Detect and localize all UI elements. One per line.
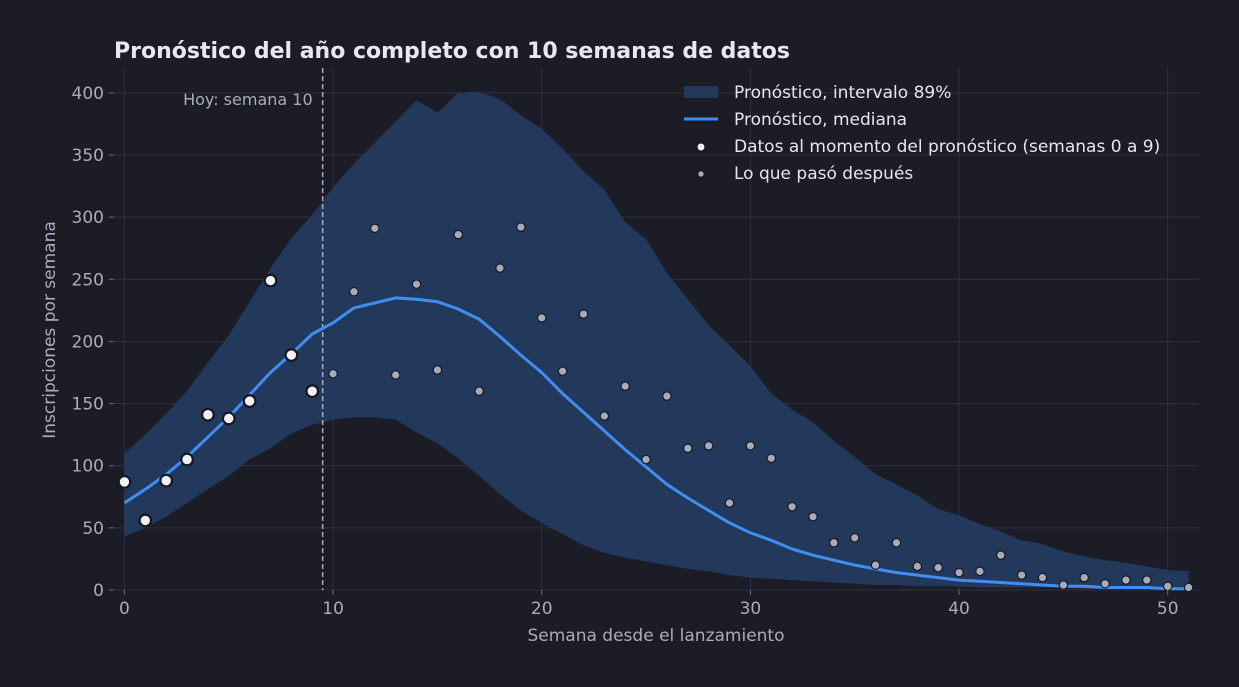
after-point xyxy=(975,566,985,577)
x-tick-label: 20 xyxy=(531,599,553,619)
x-tick-label: 40 xyxy=(948,599,970,619)
observed-point xyxy=(284,348,299,363)
y-tick-label: 200 xyxy=(72,332,104,352)
chart-title: Pronóstico del año completo con 10 seman… xyxy=(114,39,790,64)
after-point xyxy=(1016,570,1027,580)
today-annotation: Hoy: semana 10 xyxy=(183,90,313,109)
legend-swatch-interval xyxy=(684,86,718,98)
observed-point xyxy=(180,452,194,467)
legend-label-median: Pronóstico, mediana xyxy=(734,110,907,130)
observed-point xyxy=(242,394,257,408)
after-point xyxy=(849,532,860,543)
x-tick-label: 30 xyxy=(740,599,762,619)
after-point xyxy=(411,279,422,290)
y-tick-label: 300 xyxy=(72,208,104,228)
after-point xyxy=(453,229,464,240)
after-point xyxy=(703,441,714,451)
after-point xyxy=(787,501,797,512)
after-point xyxy=(370,223,380,234)
x-tick-label: 10 xyxy=(322,599,344,619)
observed-point xyxy=(159,473,174,488)
after-point xyxy=(349,286,359,297)
observed-point xyxy=(263,273,278,288)
after-point xyxy=(995,550,1006,560)
x-tick-label: 0 xyxy=(119,599,130,619)
observed-point xyxy=(305,384,320,399)
after-point xyxy=(870,560,881,570)
after-point xyxy=(516,222,526,232)
after-point xyxy=(891,537,902,548)
y-tick-label: 400 xyxy=(72,84,104,104)
after-point xyxy=(829,537,839,548)
after-point xyxy=(432,365,443,375)
observed-point xyxy=(221,411,236,426)
after-point xyxy=(682,443,693,454)
axis-ticks-group: 0 10 20 30 40 50 0 50 100 150 200 250 300 350 400 xyxy=(72,84,1179,619)
y-tick-label: 350 xyxy=(72,146,104,166)
observed-point xyxy=(200,407,215,422)
after-point xyxy=(1162,581,1173,592)
y-tick-label: 50 xyxy=(82,519,104,539)
after-point xyxy=(557,366,568,377)
y-axis-label: Inscripciones por semana xyxy=(40,221,60,439)
after-point xyxy=(1121,575,1131,585)
after-point xyxy=(390,370,401,380)
after-point xyxy=(933,562,943,573)
observed-point xyxy=(138,513,153,528)
after-point xyxy=(954,567,964,578)
legend-label-interval: Pronóstico, intervalo 89% xyxy=(734,83,951,103)
observed-point xyxy=(117,474,132,489)
after-point xyxy=(808,511,818,522)
after-point xyxy=(599,411,610,421)
after-point xyxy=(536,313,547,323)
legend-label-observed: Datos al momento del pronóstico (semanas… xyxy=(734,137,1160,157)
legend-label-after: Lo que pasó después xyxy=(734,164,913,184)
after-point xyxy=(724,498,735,508)
legend: Pronóstico, intervalo 89% Pronóstico, med… xyxy=(684,83,1160,184)
after-point xyxy=(1142,575,1152,585)
legend-swatch-after xyxy=(697,170,705,178)
after-point xyxy=(474,386,484,396)
after-point xyxy=(641,454,651,465)
x-tick-label: 50 xyxy=(1157,599,1179,619)
after-point xyxy=(1183,582,1194,593)
y-tick-label: 0 xyxy=(93,581,104,601)
after-point xyxy=(1037,572,1048,583)
interval-band-group xyxy=(124,91,1189,589)
median-line-group xyxy=(123,296,1189,591)
data-points-group xyxy=(117,222,1194,593)
after-point xyxy=(578,309,589,319)
after-point xyxy=(495,263,505,273)
after-point xyxy=(745,441,756,451)
after-point xyxy=(1079,572,1090,583)
after-point xyxy=(912,561,923,572)
y-tick-label: 150 xyxy=(72,395,104,415)
after-point xyxy=(662,391,672,401)
after-point xyxy=(1100,578,1110,589)
interval-band xyxy=(124,91,1189,589)
legend-swatch-observed xyxy=(696,142,706,152)
after-point xyxy=(620,381,631,391)
after-point xyxy=(766,453,777,464)
x-axis-label: Semana desde el lanzamiento xyxy=(527,626,784,646)
after-point xyxy=(1058,580,1069,590)
median-line xyxy=(123,296,1189,591)
after-point xyxy=(328,368,338,379)
y-tick-label: 100 xyxy=(72,457,104,477)
y-tick-label: 250 xyxy=(72,270,104,290)
